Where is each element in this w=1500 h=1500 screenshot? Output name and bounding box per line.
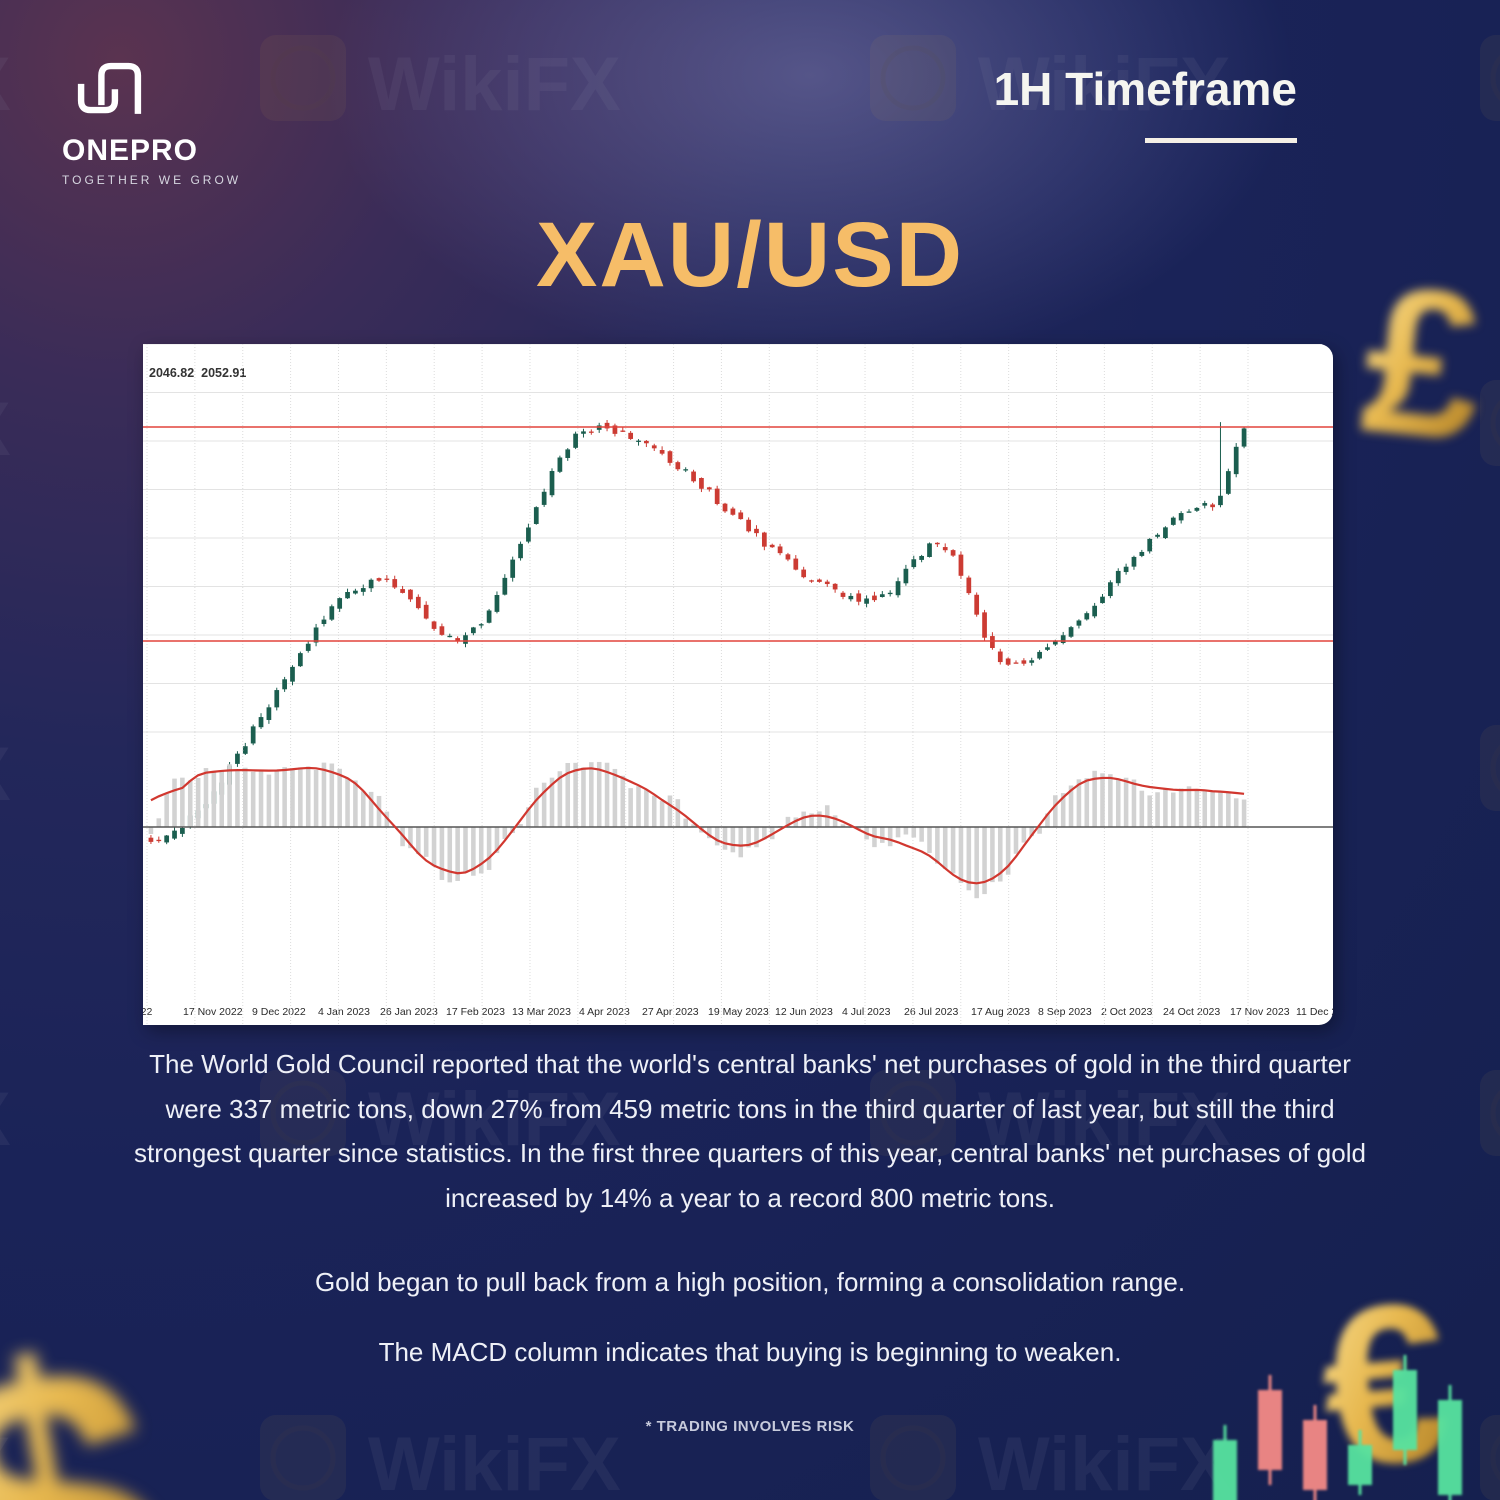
svg-text:$: $ [0,1290,197,1500]
svg-text:£: £ [1355,255,1494,475]
